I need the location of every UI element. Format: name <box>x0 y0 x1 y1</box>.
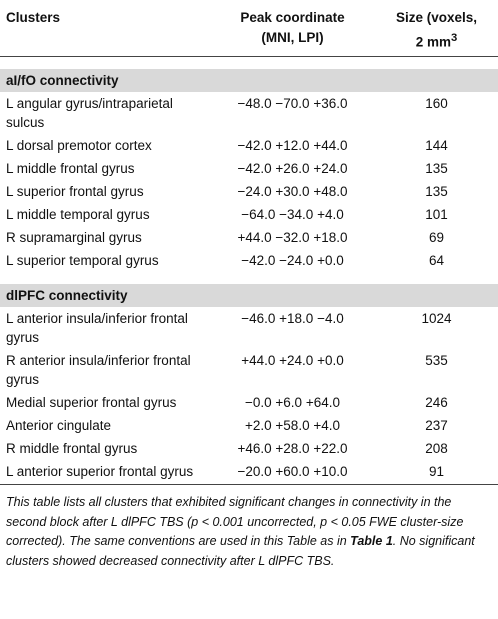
cluster-name: L anterior superior frontal gyrus <box>0 460 210 485</box>
cluster-size: 1024 <box>421 311 452 326</box>
peak-coordinate: +2.0 +58.0 +4.0 <box>245 418 340 433</box>
cluster-name: L superior frontal gyrus <box>6 184 144 199</box>
table-header: Clusters Peak coordinate (MNI, LPI) Size … <box>0 0 498 57</box>
data-row: R supramarginal gyrus +44.0 −32.0 +18.0 69 <box>0 226 498 249</box>
header-text: Peak coordinate <box>240 10 345 25</box>
cluster-name: L middle temporal gyrus <box>6 207 150 222</box>
caption-text: This table lists all clusters that exhib… <box>6 495 464 548</box>
header-row: Clusters Peak coordinate (MNI, LPI) Size … <box>0 0 498 57</box>
caption: This table lists all clusters that exhib… <box>0 485 498 571</box>
spacer-row <box>0 57 498 70</box>
superscript: 3 <box>451 32 458 44</box>
cluster-size: 535 <box>425 353 448 368</box>
header-cell: Clusters <box>0 0 210 57</box>
section-row: dlPFC connectivity <box>0 284 498 307</box>
cluster-name: L dorsal premotor cortex <box>6 138 152 153</box>
cluster-size: 64 <box>428 253 445 268</box>
cluster-size: 69 <box>428 230 445 245</box>
cluster-size: 208 <box>425 441 448 456</box>
data-row: L superior temporal gyrus −42.0 −24.0 +0.… <box>0 249 498 272</box>
header-text: Size (voxels, <box>395 10 478 25</box>
data-row: Anterior cingulate +2.0 +58.0 +4.0 237 <box>0 414 498 437</box>
cluster-size: 91 <box>375 460 498 485</box>
peak-coordinate: −48.0 −70.0 +36.0 <box>237 96 348 111</box>
peak-coordinate: −46.0 +18.0 −4.0 <box>241 311 344 326</box>
header-text: Clusters <box>6 10 61 25</box>
data-row: L anterior insula/inferior frontal gyrus… <box>0 307 498 349</box>
peak-coordinate: −42.0 +12.0 +44.0 <box>237 138 348 153</box>
peak-coordinate: −42.0 −24.0 +0.0 <box>241 253 344 268</box>
peak-coordinate: −0.0 +6.0 +64.0 <box>245 395 340 410</box>
cluster-name: Medial superior frontal gyrus <box>6 395 177 410</box>
table-reference: Table 1 <box>350 534 393 548</box>
cluster-size: 160 <box>425 96 448 111</box>
cluster-name: R supramarginal gyrus <box>6 230 142 245</box>
peak-coordinate: +44.0 +24.0 +0.0 <box>241 353 344 368</box>
cluster-size: 135 <box>425 161 448 176</box>
peak-coordinate: −24.0 +30.0 +48.0 <box>237 184 348 199</box>
cluster-size: 144 <box>425 138 448 153</box>
section-title: aI/fO connectivity <box>0 69 498 92</box>
header-cell: Peak coordinate (MNI, LPI) <box>210 0 375 57</box>
peak-coordinate: −20.0 +60.0 +10.0 <box>210 460 375 485</box>
data-row: R middle frontal gyrus +46.0 +28.0 +22.0 2… <box>0 437 498 460</box>
data-table: Clusters Peak coordinate (MNI, LPI) Size … <box>0 0 498 485</box>
cluster-name: R anterior insula/inferior frontal gyrus <box>6 353 191 387</box>
spacer-cell <box>0 272 498 284</box>
data-row: L middle temporal gyrus −64.0 −34.0 +4.0 1… <box>0 203 498 226</box>
data-row: L anterior superior frontal gyrus −20.0 +… <box>0 460 498 485</box>
data-row: L angular gyrus/intraparietal sulcus −48.… <box>0 92 498 134</box>
cluster-size: 246 <box>425 395 448 410</box>
header-text: 2 mm <box>415 34 451 50</box>
cluster-size: 237 <box>425 418 448 433</box>
peak-coordinate: +46.0 +28.0 +22.0 <box>237 441 348 456</box>
cluster-name: L anterior insula/inferior frontal gyrus <box>6 311 188 345</box>
data-row: L superior frontal gyrus −24.0 +30.0 +48.… <box>0 180 498 203</box>
peak-coordinate: −64.0 −34.0 +4.0 <box>241 207 344 222</box>
cluster-name: L superior temporal gyrus <box>6 253 159 268</box>
section-row: aI/fO connectivity <box>0 69 498 92</box>
spacer-cell <box>0 57 498 70</box>
header-text: (MNI, LPI) <box>261 30 324 45</box>
cluster-name: L middle frontal gyrus <box>6 161 135 176</box>
spacer-row <box>0 272 498 284</box>
data-row: L dorsal premotor cortex −42.0 +12.0 +44.… <box>0 134 498 157</box>
peak-coordinate: +44.0 −32.0 +18.0 <box>237 230 348 245</box>
cluster-size: 135 <box>425 184 448 199</box>
data-row: R anterior insula/inferior frontal gyrus… <box>0 349 498 391</box>
peak-coordinate: −42.0 +26.0 +24.0 <box>237 161 348 176</box>
data-row: L middle frontal gyrus −42.0 +26.0 +24.0 1… <box>0 157 498 180</box>
header-cell: Size (voxels, 2 mm3 <box>375 0 498 57</box>
cluster-name: L angular gyrus/intraparietal sulcus <box>6 96 173 130</box>
cluster-size: 101 <box>425 207 448 222</box>
section-title: dlPFC connectivity <box>0 284 498 307</box>
caption-text: . No significant clusters showed decreas… <box>6 534 475 568</box>
data-row: Medial superior frontal gyrus −0.0 +6.0 +… <box>0 391 498 414</box>
cluster-name: Anterior cingulate <box>6 418 112 433</box>
cluster-name: R middle frontal gyrus <box>6 441 138 456</box>
table-body: aI/fO connectivity L angular gyrus/intrap… <box>0 57 498 485</box>
